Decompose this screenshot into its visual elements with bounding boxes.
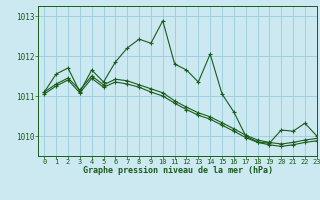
X-axis label: Graphe pression niveau de la mer (hPa): Graphe pression niveau de la mer (hPa) xyxy=(83,166,273,175)
